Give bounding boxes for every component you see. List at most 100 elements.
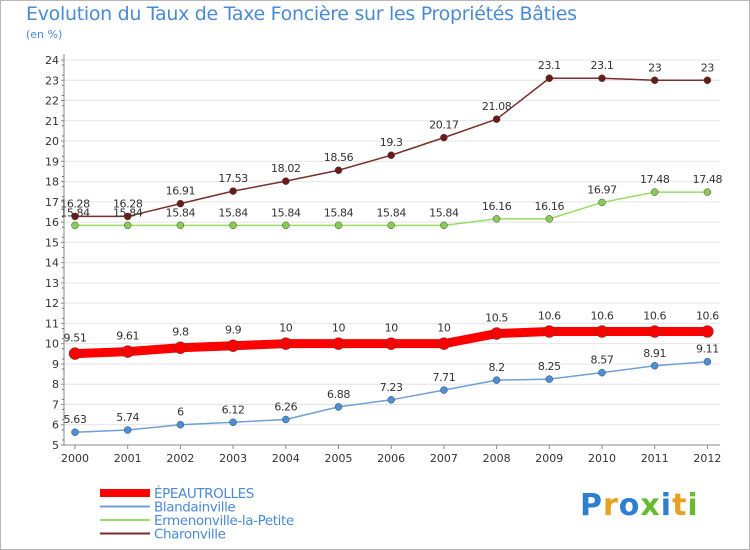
data-label: 5.74 xyxy=(116,411,139,424)
x-tick-label: 2001 xyxy=(114,452,142,465)
data-label: 23.1 xyxy=(591,59,614,72)
x-tick-label: 2003 xyxy=(219,452,247,465)
data-point xyxy=(123,212,132,221)
data-point xyxy=(387,396,395,404)
grid-lines xyxy=(64,59,720,446)
data-point xyxy=(334,403,343,411)
x-tick-label: 2004 xyxy=(272,452,300,465)
data-label: 15.84 xyxy=(429,206,459,219)
data-label: 9.9 xyxy=(225,324,242,337)
data-point xyxy=(229,187,237,195)
data-label: 15.84 xyxy=(271,206,301,219)
y-tick-label: 16 xyxy=(45,216,59,229)
y-tick-label: 11 xyxy=(45,317,59,330)
data-point xyxy=(334,221,343,230)
x-tick-label: 2006 xyxy=(377,452,405,465)
data-label: 10.6 xyxy=(696,310,719,323)
data-label: 18.02 xyxy=(271,162,301,175)
data-label: 6 xyxy=(177,406,184,419)
logo-letter: P xyxy=(580,488,603,523)
data-label: 17.48 xyxy=(693,173,723,186)
data-label: 23.1 xyxy=(538,59,561,72)
data-label: 10 xyxy=(279,322,293,335)
y-tick-label: 14 xyxy=(45,257,59,270)
data-point xyxy=(226,339,240,352)
y-tick-label: 18 xyxy=(45,176,59,189)
data-label: 10.6 xyxy=(591,310,614,323)
data-label: 10.6 xyxy=(643,310,666,323)
y-tick-label: 10 xyxy=(45,338,59,351)
y-tick-label: 20 xyxy=(45,135,59,148)
y-tick-label: 17 xyxy=(45,196,59,209)
data-point xyxy=(648,325,661,338)
data-point xyxy=(440,221,448,230)
data-label: 18.56 xyxy=(324,151,354,164)
y-tick-label: 23 xyxy=(45,74,59,87)
chart-title: Evolution du Taux de Taxe Foncière sur l… xyxy=(26,3,577,25)
x-tick-label: 2008 xyxy=(483,452,511,465)
data-point xyxy=(229,418,237,427)
y-tick-label: 5 xyxy=(52,439,59,452)
data-point xyxy=(121,345,134,358)
data-label: 6.88 xyxy=(327,388,350,401)
logo-letter: i xyxy=(687,488,699,523)
y-tick-label: 13 xyxy=(45,277,59,290)
logo-letter: x xyxy=(640,488,661,523)
data-label: 8.25 xyxy=(538,360,561,373)
data-point xyxy=(650,362,659,370)
data-label: 15.84 xyxy=(376,206,406,219)
data-point xyxy=(387,221,395,230)
data-label: 7.23 xyxy=(380,381,403,394)
logo-letter: r xyxy=(603,488,619,523)
data-point xyxy=(703,76,712,85)
data-point xyxy=(387,151,395,159)
data-point xyxy=(437,337,451,350)
x-tick-label: 2009 xyxy=(535,452,563,465)
data-label: 6.12 xyxy=(222,403,245,416)
data-label: 10 xyxy=(385,322,399,335)
data-label: 16.91 xyxy=(166,185,196,198)
data-label: 9.61 xyxy=(116,330,139,343)
data-point xyxy=(123,426,132,434)
data-point xyxy=(282,221,290,230)
data-label: 9.51 xyxy=(64,332,87,345)
proxiti-logo: Proxiti xyxy=(580,488,699,523)
data-point xyxy=(703,188,712,196)
data-labels: 9.51 9.61 9.8 9.9 10 10 10 10 10.5 10.6 10.6 10.6 10… xyxy=(60,59,723,426)
data-point xyxy=(71,212,79,221)
legend-label: ÉPEAUTROLLES xyxy=(154,485,254,502)
y-tick-label: 9 xyxy=(52,358,59,371)
data-label: 16.97 xyxy=(587,183,617,196)
y-tick-label: 12 xyxy=(45,297,59,310)
axes: 5 6 7 8 9 10 11 12 13 14 15 16 17 18 19 20 21 22 23 24 2000 2… xyxy=(45,54,721,465)
legend-label: Ermenonville-la-Petite xyxy=(154,513,294,529)
data-point xyxy=(492,376,501,384)
y-tick-label: 19 xyxy=(45,155,59,168)
x-tick-label: 2007 xyxy=(430,452,458,465)
data-point xyxy=(492,115,501,123)
data-point xyxy=(176,420,185,429)
data-label: 8.57 xyxy=(591,354,614,367)
data-label: 16.28 xyxy=(60,197,90,210)
data-label: 17.53 xyxy=(218,172,248,185)
chart-unit-label: (en %) xyxy=(26,28,63,41)
data-label: 6.26 xyxy=(274,400,297,413)
y-tick-label: 21 xyxy=(45,115,59,128)
data-point xyxy=(123,221,132,230)
series-group xyxy=(68,74,714,436)
data-label: 19.3 xyxy=(380,136,403,149)
legend-label: Charonville xyxy=(154,527,226,543)
data-point xyxy=(703,357,712,366)
data-label: 16.16 xyxy=(535,200,565,213)
data-label: 21.08 xyxy=(482,100,512,113)
data-point xyxy=(334,166,343,174)
y-tick-label: 24 xyxy=(45,54,59,67)
data-point xyxy=(279,337,293,350)
data-point xyxy=(595,325,609,338)
x-tick-label: 2000 xyxy=(61,452,89,465)
data-point xyxy=(229,221,237,230)
data-point xyxy=(440,386,448,394)
y-tick-label: 6 xyxy=(52,419,59,432)
data-label: 8.91 xyxy=(643,347,666,360)
